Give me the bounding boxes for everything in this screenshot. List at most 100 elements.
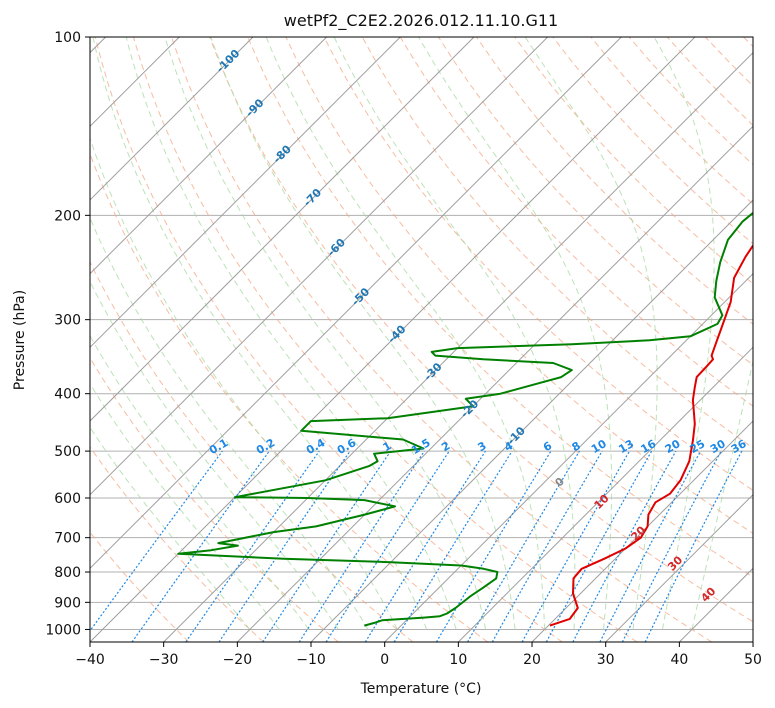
chart-title: wetPf2_C2E2.2026.012.11.10.G11 (284, 11, 558, 31)
y-axis-label: Pressure (hPa) (12, 290, 28, 390)
dry-adiabat (247, 37, 753, 578)
mixing-ratio-line (364, 450, 486, 642)
y-tick-label: 800 (54, 565, 81, 581)
moist-adiabat (90, 334, 310, 630)
mixing-ratio-line (572, 450, 677, 642)
skewed-isotherms (90, 37, 753, 642)
mixing-ratio-label: 36 (729, 437, 749, 456)
pressure-grid (90, 37, 753, 630)
isotherm-label: -30 (421, 360, 444, 383)
temperature-profile (549, 244, 753, 627)
mixing-ratio-label: 20 (663, 437, 683, 456)
dry-adiabat (171, 37, 713, 642)
mixing-ratio-label: 0.4 (304, 436, 328, 457)
y-tick-label: 400 (54, 387, 81, 403)
isotherm-line (90, 37, 475, 422)
mixing-ratio-label: 16 (639, 437, 659, 456)
x-tick-label: −40 (75, 652, 105, 668)
mixing-ratio-line (545, 450, 653, 642)
mixing-ratio-label: 2 (439, 439, 452, 454)
moist-adiabat (164, 37, 487, 630)
x-axis-ticks: −40 −30 −20 −10 0 10 20 30 40 50 (75, 642, 762, 668)
moist-adiabat (524, 37, 658, 630)
isotherm-line (384, 272, 753, 642)
dry-adiabat (90, 260, 414, 642)
y-tick-label: 100 (54, 30, 81, 46)
mixing-ratio-line (131, 450, 270, 642)
dry-adiabat (285, 37, 753, 535)
x-tick-label: 10 (449, 652, 467, 668)
mixing-ratio-label: 3 (475, 439, 488, 454)
dry-adiabat (90, 446, 264, 642)
dry-adiabat (94, 37, 563, 642)
dry-adiabat (437, 37, 753, 366)
moist-adiabat (90, 426, 251, 630)
moist-adiabat (653, 37, 715, 630)
moist-adiabat (92, 37, 428, 630)
mixing-ratio-line (644, 450, 743, 642)
x-tick-label: 30 (597, 652, 615, 668)
mixing-ratio-label: 0.1 (207, 436, 230, 457)
mixing-ratio-line (521, 450, 631, 642)
mixing-ratio-line (435, 450, 552, 642)
isotherm-line (310, 199, 753, 642)
moist-adiabat (90, 280, 339, 630)
isotherm-label: -50 (349, 285, 372, 308)
isotherm-line (90, 37, 696, 642)
isotherm-label: -40 (385, 322, 408, 345)
dry-adiabat (323, 37, 753, 491)
moist-adiabat (125, 37, 457, 630)
mixing-ratio-line (298, 450, 425, 642)
dry-adiabat (514, 37, 753, 285)
mixing-ratio-label: 0.2 (254, 436, 277, 457)
mixing-ratio-line (90, 450, 223, 632)
isotherm-label: -90 (243, 96, 266, 119)
plot-frame (89, 36, 754, 643)
isotherm-label: -80 (271, 142, 294, 165)
dry-adiabat (209, 37, 753, 623)
mixing-ratio-lines (90, 450, 743, 642)
plot-area: -100-90-80-70-60-50-40-30-20-100.1 0.2 0.4… (90, 37, 753, 642)
x-tick-label: 0 (380, 652, 389, 668)
moist-adiabat-label: 30 (665, 553, 685, 573)
dry-adiabat (704, 37, 753, 87)
x-axis-label: Temperature (°C) (360, 681, 482, 697)
y-tick-label: 1000 (45, 622, 81, 638)
dewpoint-profile (177, 211, 753, 627)
mixing-ratio-line (393, 450, 513, 642)
isotherm-line (90, 37, 254, 201)
y-tick-label: 700 (54, 531, 81, 547)
moist-adiabat-label: 10 (592, 492, 612, 512)
dry-adiabat (743, 37, 753, 48)
isotherm-line (605, 493, 753, 642)
dry-adiabat (90, 356, 339, 642)
moist-adiabat (691, 358, 753, 630)
moist-adiabat (265, 37, 546, 630)
mixing-ratio-line (599, 450, 702, 642)
isotherm-line (679, 567, 753, 642)
mixing-ratio-line (262, 450, 392, 642)
mixing-ratio-line (325, 450, 450, 642)
moist-adiabat (333, 37, 576, 630)
isotherm-line (531, 420, 753, 642)
mixing-ratio-line (218, 450, 351, 642)
x-tick-label: −20 (223, 652, 253, 668)
moist-adiabat (210, 37, 516, 630)
isotherm-line (457, 346, 753, 642)
isotherm-line (752, 641, 753, 642)
isotherm-label: -60 (325, 236, 348, 259)
moist-adiabat (418, 37, 613, 630)
isotherm-line (90, 37, 549, 496)
isotherm-label: -70 (301, 186, 324, 209)
mixing-ratio-label: 6 (541, 439, 554, 454)
y-tick-label: 900 (54, 595, 81, 611)
moist-adiabat (90, 216, 369, 630)
sounding-profiles (177, 211, 753, 627)
y-tick-label: 200 (54, 208, 81, 224)
y-tick-label: 500 (54, 444, 81, 460)
dry-adiabat (666, 37, 753, 126)
mixing-ratio-label: 13 (616, 437, 636, 456)
mixing-ratio-label: 0.6 (335, 436, 359, 457)
moist-adiabat-label: 0 (552, 475, 567, 490)
x-tick-label: 20 (523, 652, 541, 668)
